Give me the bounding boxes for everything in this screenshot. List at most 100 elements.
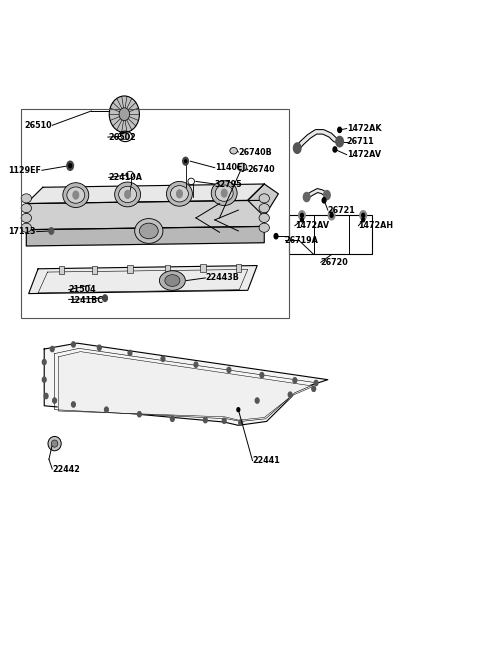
- Circle shape: [227, 367, 231, 373]
- Circle shape: [177, 190, 182, 198]
- Circle shape: [67, 161, 73, 170]
- Bar: [59, 266, 64, 274]
- Bar: [21, 109, 289, 318]
- Circle shape: [97, 345, 101, 350]
- Text: 1129EF: 1129EF: [9, 166, 41, 175]
- Circle shape: [299, 211, 305, 220]
- Circle shape: [288, 392, 292, 398]
- Bar: [200, 265, 206, 272]
- Ellipse shape: [21, 194, 32, 203]
- Circle shape: [239, 420, 242, 425]
- Ellipse shape: [259, 194, 269, 203]
- Circle shape: [49, 228, 54, 234]
- Ellipse shape: [63, 183, 89, 208]
- Text: 32795: 32795: [215, 179, 242, 189]
- Circle shape: [128, 350, 132, 356]
- Circle shape: [103, 295, 108, 301]
- Polygon shape: [26, 227, 264, 246]
- Circle shape: [338, 127, 341, 132]
- Bar: [127, 265, 133, 273]
- Circle shape: [105, 407, 108, 412]
- Ellipse shape: [119, 186, 137, 202]
- Circle shape: [53, 398, 57, 403]
- Text: 1472AV: 1472AV: [295, 221, 329, 231]
- Ellipse shape: [259, 204, 269, 213]
- Circle shape: [314, 381, 318, 386]
- Circle shape: [322, 198, 326, 203]
- Circle shape: [330, 214, 333, 217]
- Circle shape: [170, 416, 174, 421]
- Circle shape: [69, 164, 72, 168]
- Polygon shape: [26, 184, 264, 204]
- Polygon shape: [59, 352, 314, 420]
- Bar: [165, 265, 170, 272]
- Circle shape: [221, 189, 227, 197]
- Circle shape: [324, 191, 330, 200]
- Text: 1472AK: 1472AK: [347, 124, 381, 133]
- Ellipse shape: [121, 133, 130, 140]
- Circle shape: [293, 378, 297, 383]
- Ellipse shape: [211, 181, 237, 206]
- Circle shape: [137, 411, 141, 417]
- Text: 26721: 26721: [328, 206, 356, 215]
- Circle shape: [312, 386, 315, 392]
- Text: 26719A: 26719A: [285, 236, 318, 244]
- Ellipse shape: [115, 182, 141, 207]
- Text: 21504: 21504: [69, 285, 96, 294]
- Text: 26720: 26720: [321, 258, 348, 267]
- Text: 1472AV: 1472AV: [347, 150, 381, 159]
- Bar: [236, 264, 241, 272]
- Circle shape: [50, 346, 54, 352]
- Circle shape: [161, 356, 165, 362]
- Circle shape: [255, 398, 259, 403]
- Circle shape: [362, 214, 365, 217]
- Ellipse shape: [238, 163, 247, 171]
- Ellipse shape: [215, 185, 233, 201]
- Ellipse shape: [21, 204, 32, 213]
- Ellipse shape: [159, 271, 185, 290]
- Polygon shape: [29, 265, 257, 293]
- Text: 22410A: 22410A: [109, 173, 143, 182]
- Bar: [289, 215, 372, 254]
- Polygon shape: [248, 184, 278, 217]
- Circle shape: [72, 342, 75, 347]
- Text: 26740: 26740: [248, 165, 276, 174]
- Circle shape: [42, 360, 46, 365]
- Ellipse shape: [67, 187, 85, 203]
- Circle shape: [260, 373, 264, 378]
- Ellipse shape: [135, 219, 163, 244]
- Circle shape: [237, 407, 240, 411]
- Ellipse shape: [48, 436, 61, 451]
- Circle shape: [362, 218, 365, 222]
- Text: 22441: 22441: [252, 456, 280, 465]
- Circle shape: [183, 157, 188, 165]
- Circle shape: [185, 160, 187, 162]
- Ellipse shape: [259, 214, 269, 223]
- Text: 1472AH: 1472AH: [359, 221, 394, 231]
- Circle shape: [125, 191, 131, 198]
- Polygon shape: [44, 343, 328, 425]
- Circle shape: [300, 214, 303, 217]
- Text: 1241BC: 1241BC: [69, 295, 103, 305]
- Ellipse shape: [259, 223, 269, 233]
- Circle shape: [293, 143, 301, 153]
- Text: 26510: 26510: [24, 121, 52, 130]
- Circle shape: [44, 394, 48, 399]
- Text: 26711: 26711: [347, 137, 374, 146]
- Ellipse shape: [21, 214, 32, 223]
- Circle shape: [360, 211, 367, 220]
- Circle shape: [274, 234, 278, 239]
- Text: 26502: 26502: [109, 132, 136, 141]
- Polygon shape: [26, 200, 264, 230]
- Circle shape: [303, 193, 310, 202]
- Text: 1140EJ: 1140EJ: [215, 163, 245, 172]
- Ellipse shape: [51, 440, 58, 447]
- Circle shape: [194, 362, 198, 367]
- Circle shape: [336, 136, 343, 147]
- Circle shape: [333, 147, 337, 152]
- Text: 17113: 17113: [8, 227, 36, 236]
- Ellipse shape: [119, 108, 130, 121]
- Circle shape: [72, 402, 75, 407]
- Circle shape: [222, 418, 226, 423]
- Text: 22443B: 22443B: [205, 273, 239, 282]
